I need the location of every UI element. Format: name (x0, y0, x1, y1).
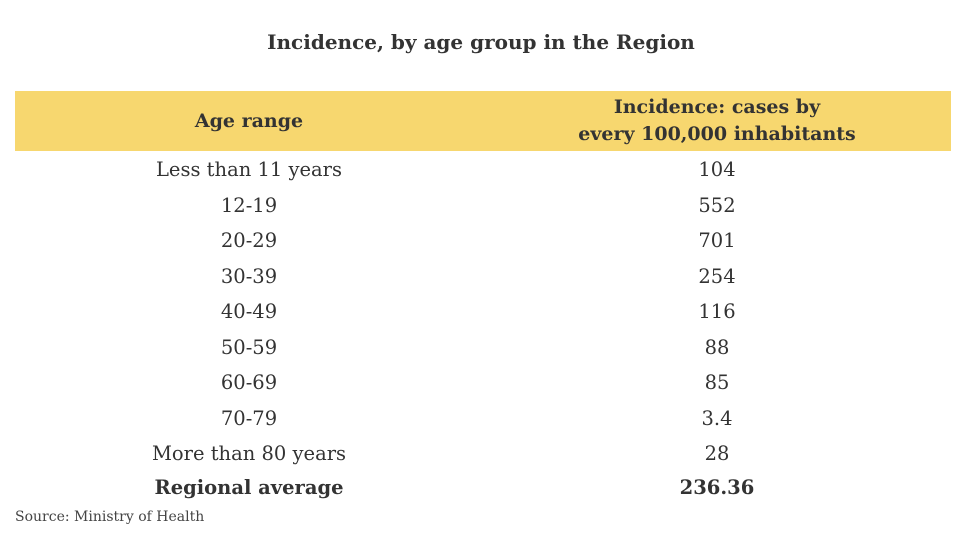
age-range-cell: More than 80 years (151, 442, 347, 465)
incidence-cell: 104 (698, 158, 736, 181)
incidence-cell: 701 (698, 229, 736, 252)
age-range-cell: 60-69 (220, 371, 278, 394)
table-title: Incidence, by age group in the Region (267, 30, 695, 54)
incidence-cell: 88 (704, 335, 730, 359)
table-row: 70-79 3.4 (15, 400, 951, 436)
table-row: 60-69 85 (15, 364, 951, 400)
incidence-cell: 3.4 (701, 406, 733, 430)
incidence-table: Age range Incidence: cases by every 100,… (15, 91, 951, 471)
table-row: 40-49 116 (15, 293, 951, 329)
table-header: Age range Incidence: cases by every 100,… (15, 91, 951, 151)
table-row: More than 80 years 28 (15, 435, 951, 471)
incidence-cell: 254 (698, 264, 736, 288)
age-range-cell: 40-49 (220, 300, 278, 323)
incidence-cell: 552 (698, 193, 736, 217)
column-header-incidence: Incidence: cases by every 100,000 inhabi… (578, 96, 856, 145)
table-body: Less than 11 years 104 12-19 552 20-29 7… (15, 151, 951, 471)
table-row: 50-59 88 (15, 329, 951, 365)
age-range-cell: 12-19 (220, 193, 278, 217)
column-header-age-range: Age range (194, 109, 304, 132)
table-row: 30-39 254 (15, 258, 951, 294)
incidence-cell: 85 (704, 371, 730, 394)
age-range-cell: 50-59 (220, 335, 278, 359)
table-row: 20-29 701 (15, 222, 951, 258)
age-range-cell: 20-29 (220, 229, 278, 252)
regional-average-row: Regional average 236.36 (15, 475, 951, 503)
incidence-cell: 28 (704, 442, 730, 465)
age-range-cell: Less than 11 years (155, 158, 342, 181)
table-row: 12-19 552 (15, 187, 951, 223)
age-range-cell: 30-39 (220, 264, 278, 288)
incidence-cell: 116 (698, 300, 736, 323)
regional-average-value: 236.36 (679, 476, 755, 499)
table-row: Less than 11 years 104 (15, 151, 951, 187)
regional-average-label: Regional average (154, 476, 344, 499)
source-note: Source: Ministry of Health (15, 509, 205, 525)
age-range-cell: 70-79 (220, 406, 278, 430)
